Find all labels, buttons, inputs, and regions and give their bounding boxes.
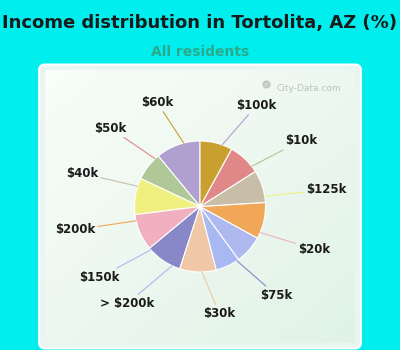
Wedge shape <box>200 206 238 270</box>
Wedge shape <box>134 178 200 215</box>
Text: $50k: $50k <box>94 122 155 159</box>
Text: > $200k: > $200k <box>100 266 172 310</box>
Text: City-Data.com: City-Data.com <box>276 84 341 93</box>
FancyBboxPatch shape <box>39 64 361 349</box>
Text: $10k: $10k <box>252 134 317 166</box>
Text: $30k: $30k <box>202 272 236 320</box>
Text: Income distribution in Tortolita, AZ (%): Income distribution in Tortolita, AZ (%) <box>2 14 398 32</box>
Wedge shape <box>200 172 265 206</box>
Text: $20k: $20k <box>260 232 331 256</box>
Wedge shape <box>200 206 258 259</box>
Text: $100k: $100k <box>222 99 277 145</box>
Text: All residents: All residents <box>151 46 249 60</box>
Text: $150k: $150k <box>79 250 151 284</box>
Wedge shape <box>135 206 200 248</box>
Text: $60k: $60k <box>141 96 184 143</box>
Text: $40k: $40k <box>66 167 138 186</box>
Wedge shape <box>150 206 200 269</box>
Wedge shape <box>180 206 216 272</box>
Text: $200k: $200k <box>55 221 136 236</box>
Text: $75k: $75k <box>237 261 293 302</box>
Wedge shape <box>158 141 200 206</box>
Text: $125k: $125k <box>265 183 346 196</box>
Wedge shape <box>200 141 232 206</box>
Wedge shape <box>200 202 266 238</box>
Wedge shape <box>141 156 200 206</box>
Wedge shape <box>200 149 255 206</box>
